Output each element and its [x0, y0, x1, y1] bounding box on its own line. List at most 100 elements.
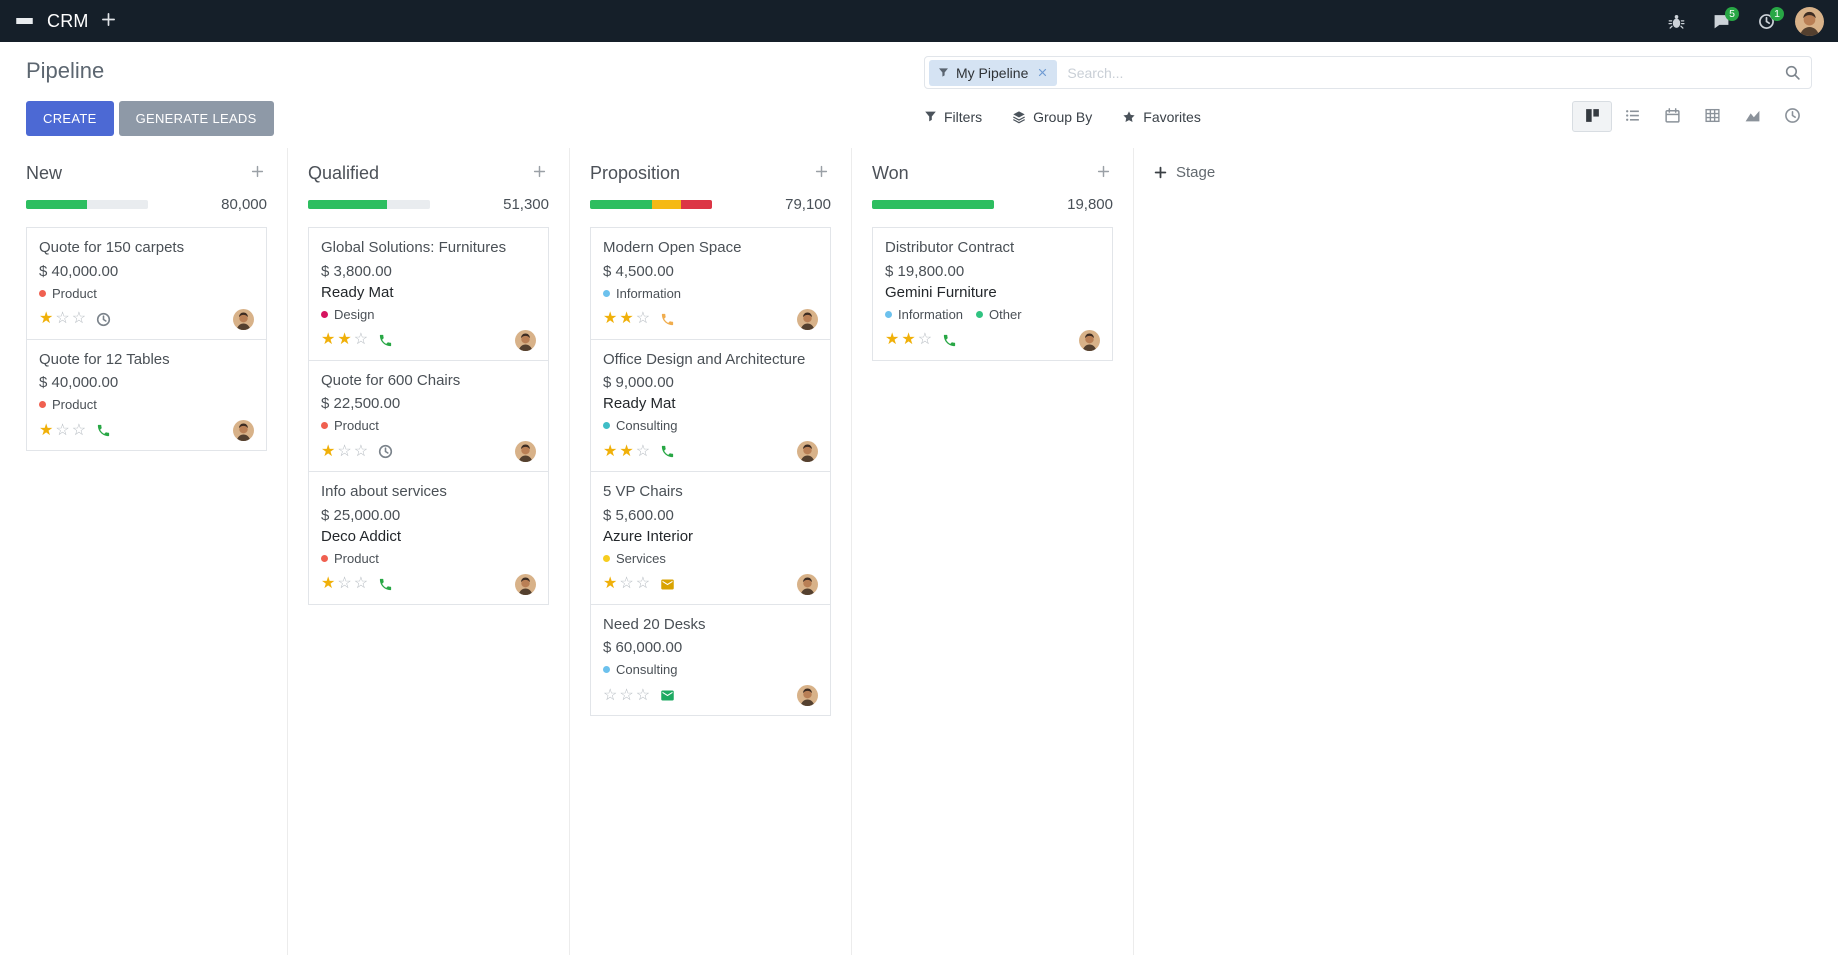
avatar[interactable] [797, 308, 818, 330]
progress-segment[interactable] [308, 200, 388, 209]
apps-menu-button[interactable] [14, 14, 35, 28]
card-priority-stars[interactable]: ★ ★ ☆ [603, 311, 650, 327]
column-progressbar[interactable] [26, 200, 148, 209]
star-icon[interactable]: ★ [603, 575, 618, 592]
star-icon[interactable]: ☆ [353, 575, 369, 592]
star-icon[interactable]: ★ [603, 310, 618, 327]
search-bar[interactable]: My Pipeline [924, 56, 1812, 89]
star-icon[interactable]: ☆ [55, 421, 70, 439]
column-add-button[interactable] [248, 162, 267, 184]
column-add-button[interactable] [812, 162, 831, 184]
column-progressbar[interactable] [872, 200, 994, 209]
star-icon[interactable]: ★ [39, 421, 54, 439]
avatar[interactable] [797, 441, 818, 462]
star-icon[interactable]: ☆ [353, 442, 369, 460]
kanban-card[interactable]: Distributor Contract $ 19,800.00 Gemini … [872, 227, 1113, 361]
activities-menu-button[interactable]: 1 [1750, 6, 1784, 34]
star-icon[interactable]: ☆ [619, 686, 634, 704]
kanban-card[interactable]: 5 VP Chairs $ 5,600.00 Azure Interior Se… [590, 471, 831, 605]
column-add-button[interactable] [530, 162, 549, 184]
view-pivot-button[interactable] [1692, 101, 1732, 132]
kanban-card[interactable]: Global Solutions: Furnitures $ 3,800.00 … [308, 227, 549, 361]
kanban-card[interactable]: Quote for 600 Chairs $ 22,500.00 Product… [308, 359, 549, 472]
avatar[interactable] [797, 573, 818, 595]
activity-icon[interactable] [942, 333, 957, 348]
activity-icon[interactable] [378, 444, 393, 459]
avatar[interactable] [233, 420, 254, 441]
search-facet[interactable]: My Pipeline [929, 59, 1058, 86]
avatar[interactable] [515, 329, 536, 351]
star-icon[interactable]: ★ [901, 331, 916, 348]
view-list-button[interactable] [1612, 101, 1652, 132]
card-priority-stars[interactable]: ★ ★ ☆ [321, 332, 368, 348]
card-priority-stars[interactable]: ☆ ☆ ☆ [603, 686, 650, 704]
star-icon[interactable]: ★ [619, 310, 634, 327]
favorites-button[interactable]: Favorites [1122, 109, 1201, 125]
activity-icon[interactable] [378, 333, 393, 348]
messages-menu-button[interactable]: 5 [1705, 6, 1739, 34]
star-icon[interactable]: ★ [603, 442, 618, 460]
kanban-card[interactable]: Info about services $ 25,000.00 Deco Add… [308, 471, 549, 605]
kanban-card[interactable]: Quote for 150 carpets $ 40,000.00 Produc… [26, 227, 267, 340]
kanban-card[interactable]: Quote for 12 Tables $ 40,000.00 Product … [26, 338, 267, 451]
kanban-card[interactable]: Modern Open Space $ 4,500.00 Information… [590, 227, 831, 340]
activity-icon[interactable] [660, 312, 675, 327]
activity-icon[interactable] [378, 577, 393, 592]
star-icon[interactable]: ★ [321, 331, 336, 348]
column-progressbar[interactable] [590, 200, 712, 209]
star-icon[interactable]: ★ [321, 442, 336, 460]
star-icon[interactable]: ☆ [353, 331, 369, 348]
kanban-card[interactable]: Need 20 Desks $ 60,000.00 Consulting ☆ ☆ ☆ [590, 603, 831, 716]
column-add-button[interactable] [1094, 162, 1113, 184]
card-priority-stars[interactable]: ★ ☆ ☆ [39, 421, 86, 439]
view-graph-button[interactable] [1732, 101, 1772, 132]
card-priority-stars[interactable]: ★ ☆ ☆ [603, 576, 650, 592]
add-stage-button[interactable]: Stage [1154, 164, 1215, 181]
kanban-card[interactable]: Office Design and Architecture $ 9,000.0… [590, 338, 831, 472]
user-menu-button[interactable] [1795, 6, 1824, 36]
star-icon[interactable]: ☆ [337, 575, 352, 592]
search-icon[interactable] [1784, 64, 1801, 81]
new-tab-button[interactable] [101, 12, 116, 30]
progress-segment[interactable] [652, 200, 682, 209]
star-icon[interactable]: ☆ [635, 442, 651, 460]
search-input[interactable] [1057, 64, 1784, 81]
view-activity-button[interactable] [1772, 101, 1812, 132]
activity-icon[interactable] [660, 688, 675, 703]
progress-segment[interactable] [872, 200, 994, 209]
star-icon[interactable]: ☆ [55, 310, 70, 327]
activity-icon[interactable] [96, 423, 111, 438]
star-icon[interactable]: ☆ [71, 310, 87, 327]
activity-icon[interactable] [96, 312, 111, 327]
avatar[interactable] [515, 441, 536, 462]
card-priority-stars[interactable]: ★ ☆ ☆ [321, 576, 368, 592]
star-icon[interactable]: ★ [619, 442, 634, 460]
card-priority-stars[interactable]: ★ ★ ☆ [885, 332, 932, 348]
star-icon[interactable]: ★ [39, 310, 54, 327]
avatar[interactable] [797, 685, 818, 706]
progress-segment[interactable] [590, 200, 653, 209]
star-icon[interactable]: ☆ [917, 331, 933, 348]
app-name[interactable]: CRM [47, 10, 89, 31]
progress-segment[interactable] [681, 200, 712, 209]
column-progressbar[interactable] [308, 200, 430, 209]
debug-menu-button[interactable] [1660, 9, 1693, 34]
avatar[interactable] [233, 308, 254, 330]
avatar[interactable] [515, 573, 536, 595]
card-priority-stars[interactable]: ★ ☆ ☆ [39, 311, 86, 327]
star-icon[interactable]: ☆ [635, 310, 651, 327]
star-icon[interactable]: ★ [321, 575, 336, 592]
facet-remove-icon[interactable] [1037, 67, 1048, 78]
card-priority-stars[interactable]: ★ ★ ☆ [603, 442, 651, 460]
filters-button[interactable]: Filters [924, 109, 982, 125]
progress-segment[interactable] [26, 200, 87, 209]
avatar[interactable] [1079, 329, 1100, 351]
star-icon[interactable]: ☆ [619, 575, 634, 592]
star-icon[interactable]: ★ [885, 331, 900, 348]
generate-leads-button[interactable]: GENERATE LEADS [118, 101, 274, 136]
view-calendar-button[interactable] [1652, 101, 1692, 132]
star-icon[interactable]: ☆ [603, 686, 618, 704]
card-priority-stars[interactable]: ★ ☆ ☆ [321, 442, 369, 460]
star-icon[interactable]: ☆ [337, 442, 352, 460]
activity-icon[interactable] [660, 444, 675, 459]
